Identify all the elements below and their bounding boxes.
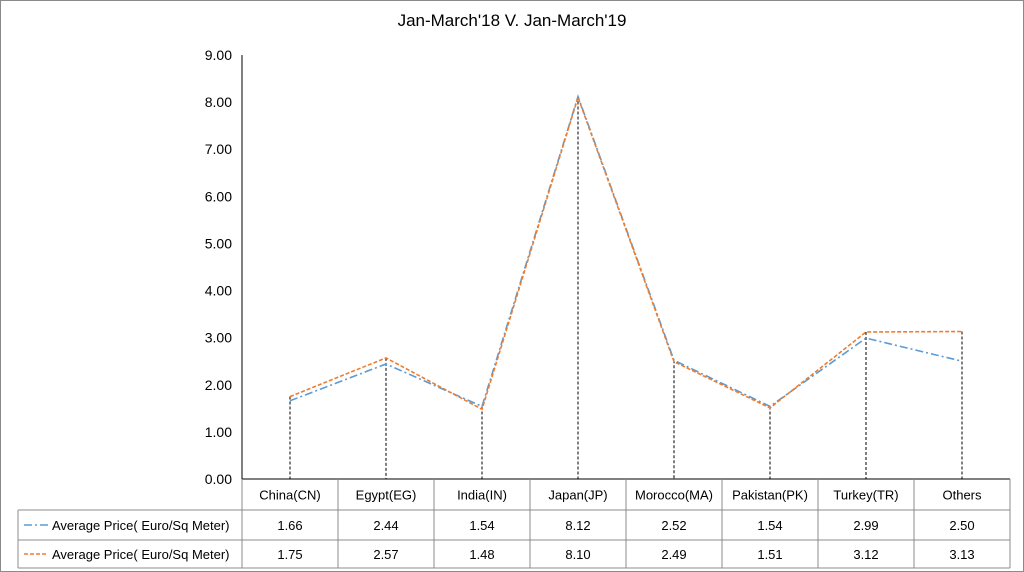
legend-label: Average Price( Euro/Sq Meter) xyxy=(52,547,230,562)
y-tick-label: 4.00 xyxy=(205,283,232,299)
legend-label: Average Price( Euro/Sq Meter) xyxy=(52,518,230,533)
data-label: 2.44 xyxy=(373,518,398,533)
data-label: 3.12 xyxy=(853,547,878,562)
data-label: 8.10 xyxy=(565,547,590,562)
y-tick-label: 3.00 xyxy=(205,330,232,346)
series-line-2 xyxy=(289,94,963,411)
y-tick-label: 0.00 xyxy=(205,471,232,487)
y-tick-label: 1.00 xyxy=(205,424,232,440)
data-label: 1.75 xyxy=(277,547,302,562)
data-label: 1.54 xyxy=(757,518,782,533)
data-label: 2.52 xyxy=(661,518,686,533)
data-label: 2.49 xyxy=(661,547,686,562)
x-category-label: Turkey(TR) xyxy=(833,488,898,503)
x-category-label: Morocco(MA) xyxy=(635,488,713,503)
y-tick-label: 5.00 xyxy=(205,235,232,251)
y-tick-label: 2.00 xyxy=(205,377,232,393)
data-label: 8.12 xyxy=(565,518,590,533)
data-label: 3.13 xyxy=(949,547,974,562)
data-label: 2.57 xyxy=(373,547,398,562)
x-category-label: Egypt(EG) xyxy=(356,488,417,503)
data-label: 1.66 xyxy=(277,518,302,533)
y-tick-label: 9.00 xyxy=(205,47,232,63)
y-tick-label: 8.00 xyxy=(205,94,232,110)
chart-title: Jan-March'18 V. Jan-March'19 xyxy=(397,11,627,30)
data-label: 2.99 xyxy=(853,518,878,533)
x-category-label: Pakistan(PK) xyxy=(732,488,808,503)
x-category-label: China(CN) xyxy=(259,488,320,503)
data-label: 1.51 xyxy=(757,547,782,562)
data-label: 1.48 xyxy=(469,547,494,562)
x-category-label: Others xyxy=(942,488,982,503)
y-tick-label: 6.00 xyxy=(205,188,232,204)
y-tick-label: 7.00 xyxy=(205,141,232,157)
data-label: 2.50 xyxy=(949,518,974,533)
x-category-label: Japan(JP) xyxy=(548,488,607,503)
x-category-label: India(IN) xyxy=(457,488,507,503)
data-label: 1.54 xyxy=(469,518,494,533)
